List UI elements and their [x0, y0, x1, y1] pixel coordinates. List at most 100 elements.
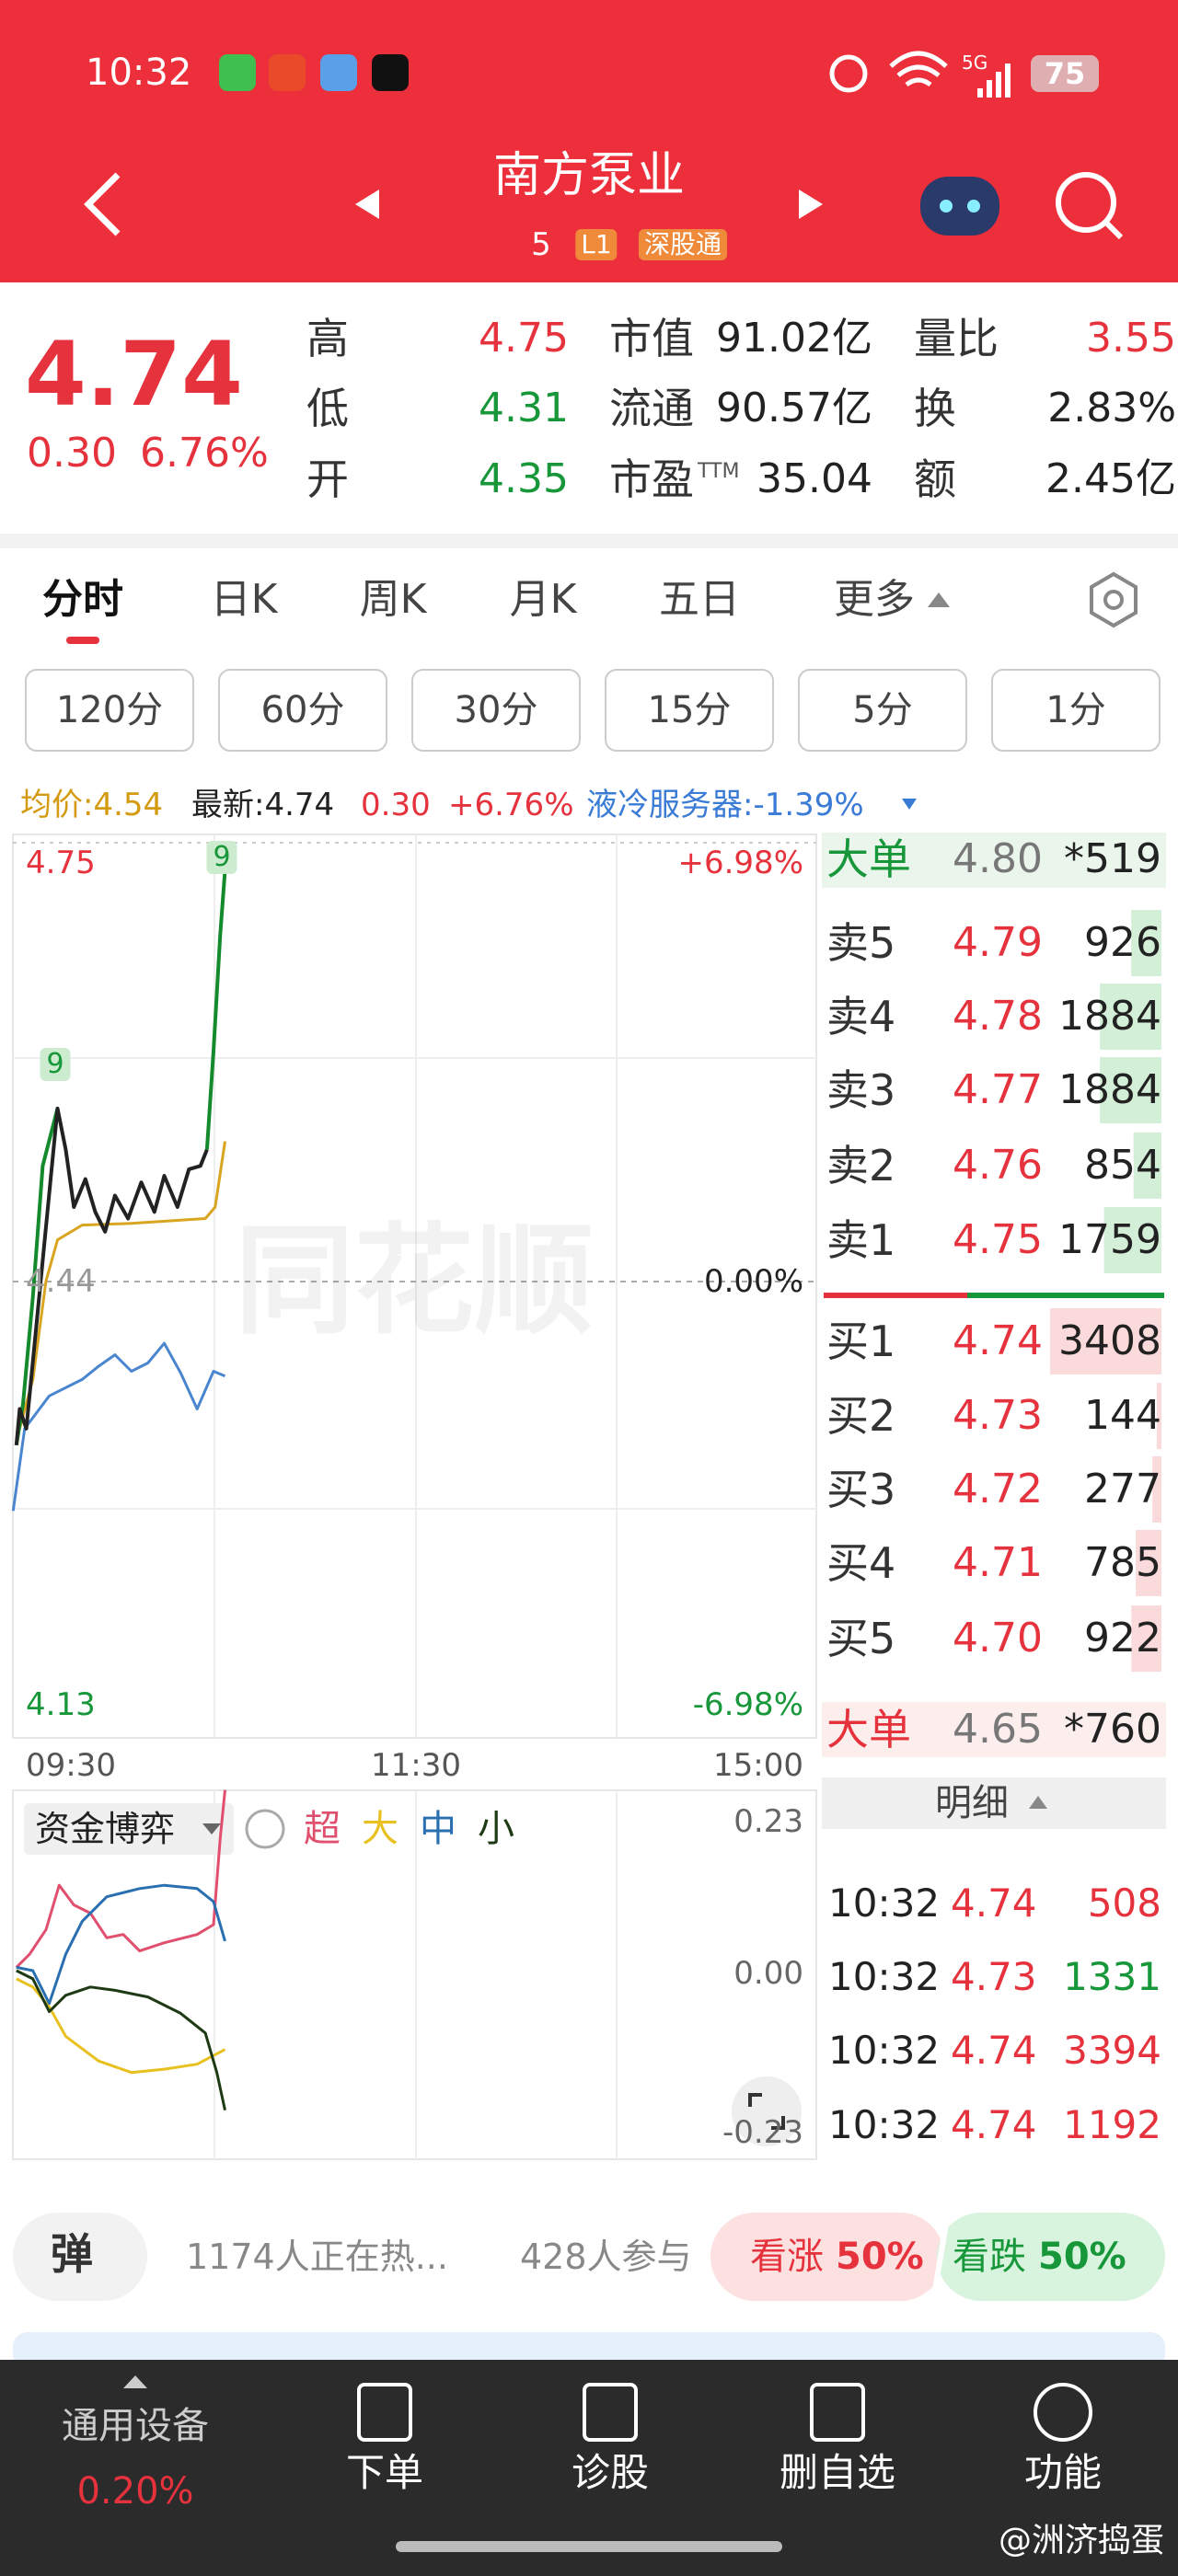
fund-frame: [12, 1789, 817, 2160]
danmu-label[interactable]: 弹: [51, 2229, 93, 2279]
fund-title[interactable]: 资金博弈: [35, 1809, 176, 1849]
legend-item: 小: [478, 1808, 514, 1850]
search-handle: [1103, 220, 1124, 240]
next-stock[interactable]: [799, 190, 823, 219]
volume-bar: [1152, 1456, 1161, 1523]
stat-value: 90.57亿: [716, 385, 872, 431]
time-axis-label: 09:30: [26, 1747, 116, 1784]
stat-value: 4.35: [479, 455, 569, 502]
tab[interactable]: 分时: [42, 576, 123, 623]
stat-label-suffix: TTM: [698, 460, 740, 483]
interval-label[interactable]: 5分: [852, 689, 913, 731]
tab[interactable]: 周K: [359, 576, 427, 623]
book-volume: 785: [1084, 1539, 1161, 1586]
book-volume: 922: [1084, 1615, 1161, 1662]
vote-up-label[interactable]: 看涨: [750, 2236, 824, 2278]
stat-label: 市盈: [609, 454, 694, 504]
volume-bar: [1136, 1530, 1161, 1596]
interval-button[interactable]: [411, 669, 581, 752]
danmu-button[interactable]: [13, 2213, 147, 2301]
book-volume: 3408: [1058, 1317, 1161, 1364]
book-price: 4.72: [953, 1466, 1043, 1512]
time-axis-label: 15:00: [713, 1747, 803, 1784]
app-icon: [372, 54, 409, 91]
stat-value: 91.02亿: [716, 315, 872, 362]
book-volume: 277: [1084, 1466, 1161, 1512]
sector-arrow: [902, 799, 917, 810]
avg-price: 均价:4.54: [20, 787, 164, 823]
price-line: [14, 1106, 209, 1445]
interval-button[interactable]: [798, 669, 967, 752]
stat-label: 额: [914, 454, 956, 504]
interval-button[interactable]: [605, 669, 774, 752]
nav-sector[interactable]: 通用设备: [62, 2405, 209, 2447]
stat-value: 35.04: [756, 455, 872, 502]
tab[interactable]: 日K: [210, 576, 278, 623]
book-volume: 1759: [1058, 1216, 1161, 1263]
pct-axis-label: +6.98%: [677, 845, 804, 881]
book-price: 4.74: [953, 1317, 1043, 1364]
interval-label[interactable]: 30分: [454, 689, 538, 731]
details-title[interactable]: 明细: [935, 1782, 1009, 1824]
interval-button[interactable]: [25, 669, 194, 752]
stat-value: 4.31: [479, 385, 569, 431]
prev-stock[interactable]: [355, 190, 379, 219]
interval-label[interactable]: 60分: [260, 689, 345, 731]
interval-label[interactable]: 120分: [55, 689, 164, 731]
wifi-icon: [889, 51, 948, 87]
level-badge: L1: [575, 229, 618, 260]
interval-button[interactable]: [218, 669, 387, 752]
signal-bar: [1005, 63, 1011, 98]
volume-bar: [1133, 1133, 1161, 1199]
trade-marker: 9: [40, 1048, 71, 1081]
nav-item[interactable]: 下单: [345, 2450, 424, 2495]
signal-bar: [977, 88, 983, 98]
sector-change[interactable]: 液冷服务器:-1.39%: [586, 787, 864, 823]
volume-bar: [1100, 983, 1161, 1050]
interval-button[interactable]: [991, 669, 1161, 752]
book-label: 买2: [826, 1391, 896, 1441]
signal-bar: [987, 80, 992, 98]
stat-label: 量比: [914, 314, 999, 363]
nav-icon: [583, 2383, 638, 2442]
alarm-icon: [829, 54, 868, 93]
sector-line: [11, 1341, 226, 1512]
vote-down[interactable]: [937, 2213, 1165, 2301]
trade-price: 4.74: [951, 2028, 1037, 2073]
back-button[interactable]: [84, 172, 121, 236]
stock-name: 南方泵业: [492, 148, 686, 203]
legend-item: 中: [420, 1808, 456, 1850]
tab[interactable]: 五日: [659, 576, 740, 623]
connect-badge: 深股通: [638, 229, 728, 260]
stat-value: 3.55: [1086, 315, 1176, 362]
trade-price: 4.73: [951, 1954, 1037, 1999]
nav-item[interactable]: 诊股: [571, 2450, 650, 2495]
price-axis-label: 4.75: [26, 845, 96, 881]
interval-label[interactable]: 1分: [1045, 689, 1106, 731]
home-indicator: [396, 2541, 782, 2552]
trade-time: 10:32: [828, 2102, 941, 2147]
settings-dot: [1103, 590, 1124, 610]
trade-volume: 3394: [1063, 2028, 1161, 2073]
interval-label[interactable]: 15分: [647, 689, 732, 731]
nav-item[interactable]: 功能: [1023, 2450, 1103, 2495]
nav-item[interactable]: 删自选: [779, 2450, 896, 2495]
chart-frame: [12, 834, 817, 1739]
book-label: 大单: [826, 834, 911, 884]
details-header-bg: [822, 1777, 1166, 1829]
robot-icon[interactable]: [920, 177, 999, 236]
tab[interactable]: 更多: [834, 576, 915, 623]
trade-price: 4.74: [951, 1880, 1037, 1926]
tab-indicator: [66, 637, 99, 644]
stat-label: 流通: [609, 384, 694, 433]
book-price: 4.73: [953, 1392, 1043, 1439]
trade-volume: 508: [1087, 1880, 1161, 1926]
vote-down-label[interactable]: 看跌: [953, 2236, 1026, 2278]
volume-bar: [1131, 910, 1161, 976]
vote-up[interactable]: [710, 2213, 944, 2301]
settings-icon[interactable]: [1090, 571, 1138, 628]
heat-text: 1174人正在热...: [186, 2237, 448, 2277]
tab[interactable]: 月K: [509, 576, 577, 623]
watermark: @洲济捣蛋: [998, 2522, 1164, 2559]
search-icon[interactable]: [1056, 172, 1116, 233]
